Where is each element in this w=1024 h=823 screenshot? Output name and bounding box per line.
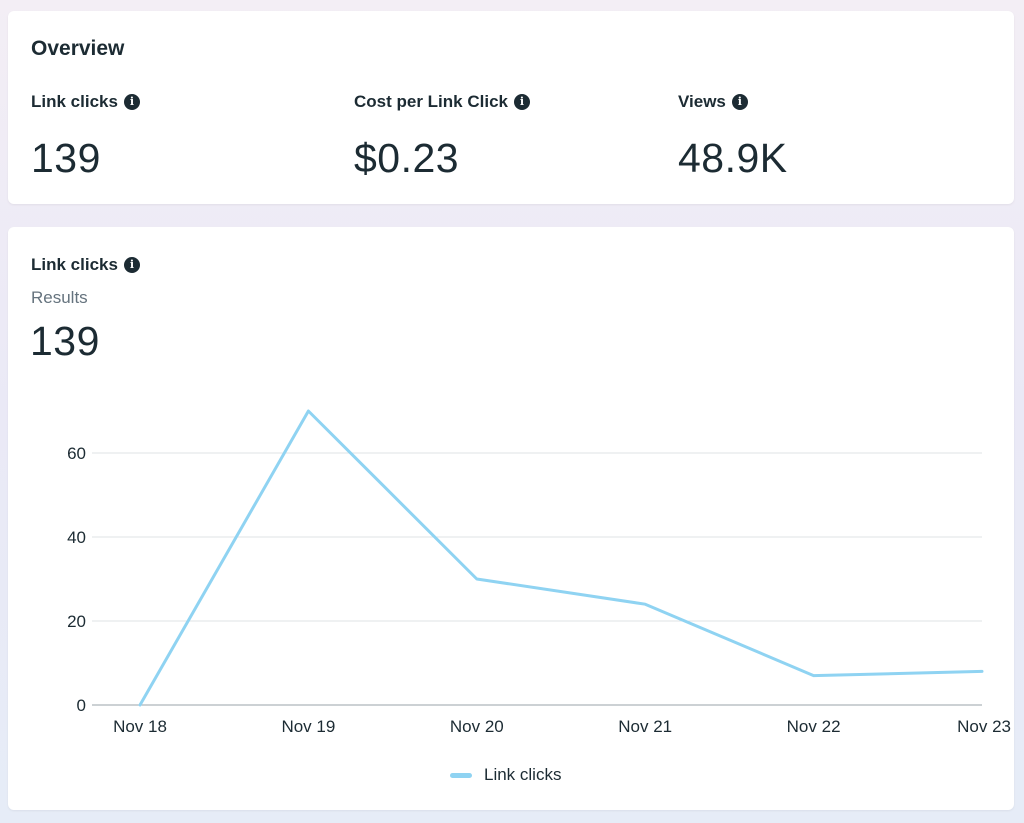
metric-cost-per-link-click: Cost per Link Click i $0.23 bbox=[354, 91, 530, 182]
metric-link-clicks: Link clicks i 139 bbox=[31, 91, 140, 182]
y-tick-label: 40 bbox=[67, 528, 86, 547]
overview-card: Overview Link clicks i 139 Cost per Link… bbox=[8, 11, 1014, 204]
x-tick-label: Nov 22 bbox=[787, 717, 841, 736]
chart-subtitle: Results bbox=[31, 288, 88, 307]
metric-value: $0.23 bbox=[354, 135, 460, 181]
line-chart: 0 20 40 60 Nov 18 Nov 19 Nov 20 Nov 21 Nov 22 Nov… bbox=[67, 409, 1011, 736]
info-icon[interactable]: i bbox=[513, 94, 530, 110]
metric-label: Cost per Link Click bbox=[354, 92, 508, 111]
legend-label: Link clicks bbox=[484, 765, 562, 784]
legend-swatch bbox=[450, 772, 472, 778]
y-tick-label: 20 bbox=[67, 612, 86, 631]
x-tick-label: Nov 19 bbox=[281, 717, 335, 736]
chart-title: Link clicks bbox=[31, 255, 118, 274]
info-icon[interactable]: i bbox=[123, 257, 140, 273]
x-tick-label: Nov 21 bbox=[618, 717, 672, 736]
metric-views: Views i 48.9K bbox=[678, 91, 788, 182]
series-line-link-clicks bbox=[138, 409, 984, 707]
info-icon[interactable]: i bbox=[123, 94, 140, 110]
chart-legend[interactable]: Link clicks bbox=[450, 765, 561, 785]
metric-value: 139 bbox=[31, 135, 101, 181]
x-tick-label: Nov 20 bbox=[450, 717, 504, 736]
info-icon[interactable]: i bbox=[731, 94, 748, 110]
chart-total: 139 bbox=[30, 318, 100, 364]
metric-label: Views bbox=[678, 92, 726, 111]
overview-title: Overview bbox=[31, 37, 125, 60]
x-tick-label: Nov 18 bbox=[113, 717, 167, 736]
metric-label: Link clicks bbox=[31, 92, 118, 111]
y-tick-label: 0 bbox=[77, 696, 86, 715]
metric-value: 48.9K bbox=[678, 135, 788, 181]
x-tick-label: Nov 23 bbox=[957, 717, 1011, 736]
y-tick-label: 60 bbox=[67, 444, 86, 463]
link-clicks-chart-card: Link clicks i Results 139 0 20 40 60 Nov 18 N… bbox=[8, 227, 1014, 810]
